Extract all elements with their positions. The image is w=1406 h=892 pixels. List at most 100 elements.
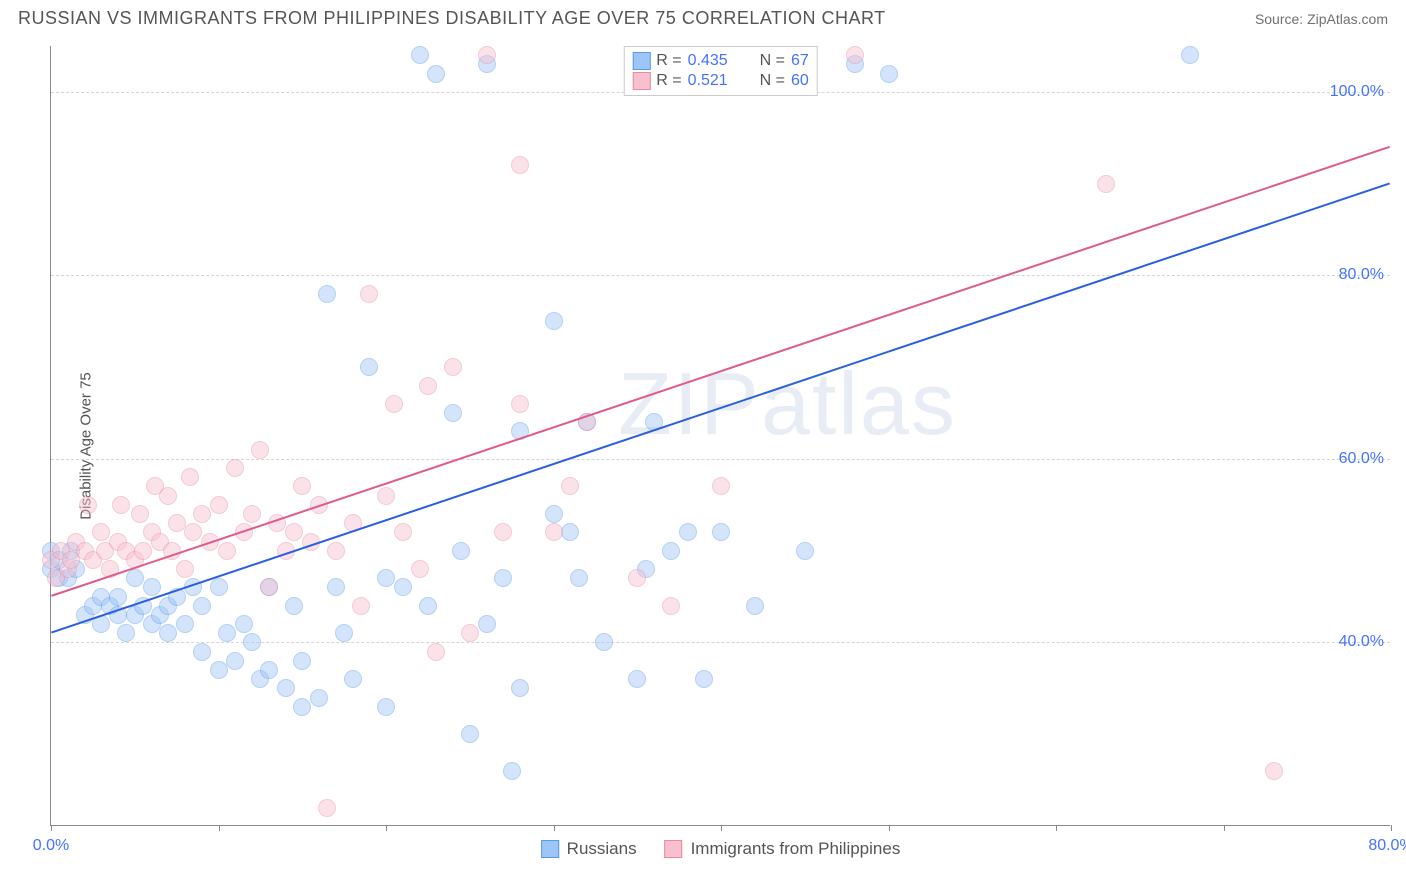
scatter-point [511, 679, 529, 697]
scatter-point [176, 560, 194, 578]
x-tick [889, 825, 890, 831]
scatter-point [344, 670, 362, 688]
legend-stat-row: R =0.435N =67 [632, 51, 808, 71]
scatter-point [645, 413, 663, 431]
scatter-point [318, 799, 336, 817]
legend-label: Russians [567, 839, 637, 859]
scatter-point [461, 624, 479, 642]
scatter-point [218, 624, 236, 642]
x-tick [219, 825, 220, 831]
scatter-point [628, 670, 646, 688]
x-tick [51, 825, 52, 831]
r-value: 0.521 [688, 72, 744, 90]
scatter-point [176, 615, 194, 633]
scatter-point [163, 542, 181, 560]
x-tick [1224, 825, 1225, 831]
scatter-point [126, 569, 144, 587]
x-tick [554, 825, 555, 831]
gridline [51, 275, 1390, 276]
scatter-point [268, 514, 286, 532]
scatter-point [293, 477, 311, 495]
scatter-point [662, 597, 680, 615]
legend-swatch [632, 52, 650, 70]
scatter-point [101, 560, 119, 578]
scatter-point [134, 597, 152, 615]
scatter-point [109, 588, 127, 606]
scatter-point [117, 624, 135, 642]
scatter-point [511, 156, 529, 174]
scatter-point [168, 588, 186, 606]
x-tick [386, 825, 387, 831]
scatter-point [444, 358, 462, 376]
legend-swatch [541, 840, 559, 858]
scatter-point [511, 422, 529, 440]
scatter-point [277, 679, 295, 697]
scatter-point [478, 615, 496, 633]
x-tick [1056, 825, 1057, 831]
scatter-point [235, 615, 253, 633]
x-tick [1391, 825, 1392, 831]
scatter-point [561, 477, 579, 495]
scatter-point [243, 505, 261, 523]
scatter-point [394, 523, 412, 541]
r-label: R = [656, 72, 681, 90]
scatter-point [595, 633, 613, 651]
scatter-point [243, 633, 261, 651]
scatter-point [134, 542, 152, 560]
scatter-point [1181, 46, 1199, 64]
scatter-point [796, 542, 814, 560]
correlation-legend: R =0.435N =67R =0.521N =60 [623, 46, 817, 96]
scatter-point [444, 404, 462, 422]
scatter-point [712, 477, 730, 495]
scatter-point [419, 597, 437, 615]
scatter-point [411, 560, 429, 578]
scatter-point [478, 46, 496, 64]
scatter-point [193, 505, 211, 523]
scatter-point [235, 523, 253, 541]
scatter-point [545, 505, 563, 523]
scatter-point [880, 65, 898, 83]
scatter-point [193, 643, 211, 661]
scatter-point [335, 624, 353, 642]
legend-item: Immigrants from Philippines [665, 839, 901, 859]
regression-lines [51, 46, 1390, 825]
x-tick [721, 825, 722, 831]
legend-swatch [632, 72, 650, 90]
scatter-point [846, 46, 864, 64]
scatter-point [218, 542, 236, 560]
scatter-point [452, 542, 470, 560]
scatter-point [327, 578, 345, 596]
source-name: ZipAtlas.com [1307, 11, 1388, 27]
scatter-point [193, 597, 211, 615]
scatter-point [109, 606, 127, 624]
scatter-point [92, 615, 110, 633]
scatter-point [143, 578, 161, 596]
scatter-point [545, 523, 563, 541]
scatter-point [184, 578, 202, 596]
scatter-point [712, 523, 730, 541]
scatter-point [251, 441, 269, 459]
scatter-point [260, 661, 278, 679]
y-tick-label: 40.0% [1339, 633, 1392, 651]
header: RUSSIAN VS IMMIGRANTS FROM PHILIPPINES D… [0, 0, 1406, 35]
chart-plot-area: ZIPatlas R =0.435N =67R =0.521N =60 Russ… [50, 46, 1390, 826]
scatter-point [419, 377, 437, 395]
scatter-point [427, 643, 445, 661]
series-legend: Russians Immigrants from Philippines [541, 839, 901, 859]
legend-label: Immigrants from Philippines [691, 839, 901, 859]
scatter-point [168, 514, 186, 532]
r-label: R = [656, 52, 681, 70]
source-label: Source: [1255, 11, 1307, 27]
scatter-point [159, 624, 177, 642]
scatter-point [79, 496, 97, 514]
scatter-point [503, 762, 521, 780]
scatter-point [545, 312, 563, 330]
scatter-point [293, 698, 311, 716]
scatter-point [377, 569, 395, 587]
scatter-point [327, 542, 345, 560]
scatter-point [310, 496, 328, 514]
legend-item: Russians [541, 839, 637, 859]
watermark-text: ZIPatlas [618, 353, 957, 455]
y-tick-label: 60.0% [1339, 450, 1392, 468]
scatter-point [226, 652, 244, 670]
